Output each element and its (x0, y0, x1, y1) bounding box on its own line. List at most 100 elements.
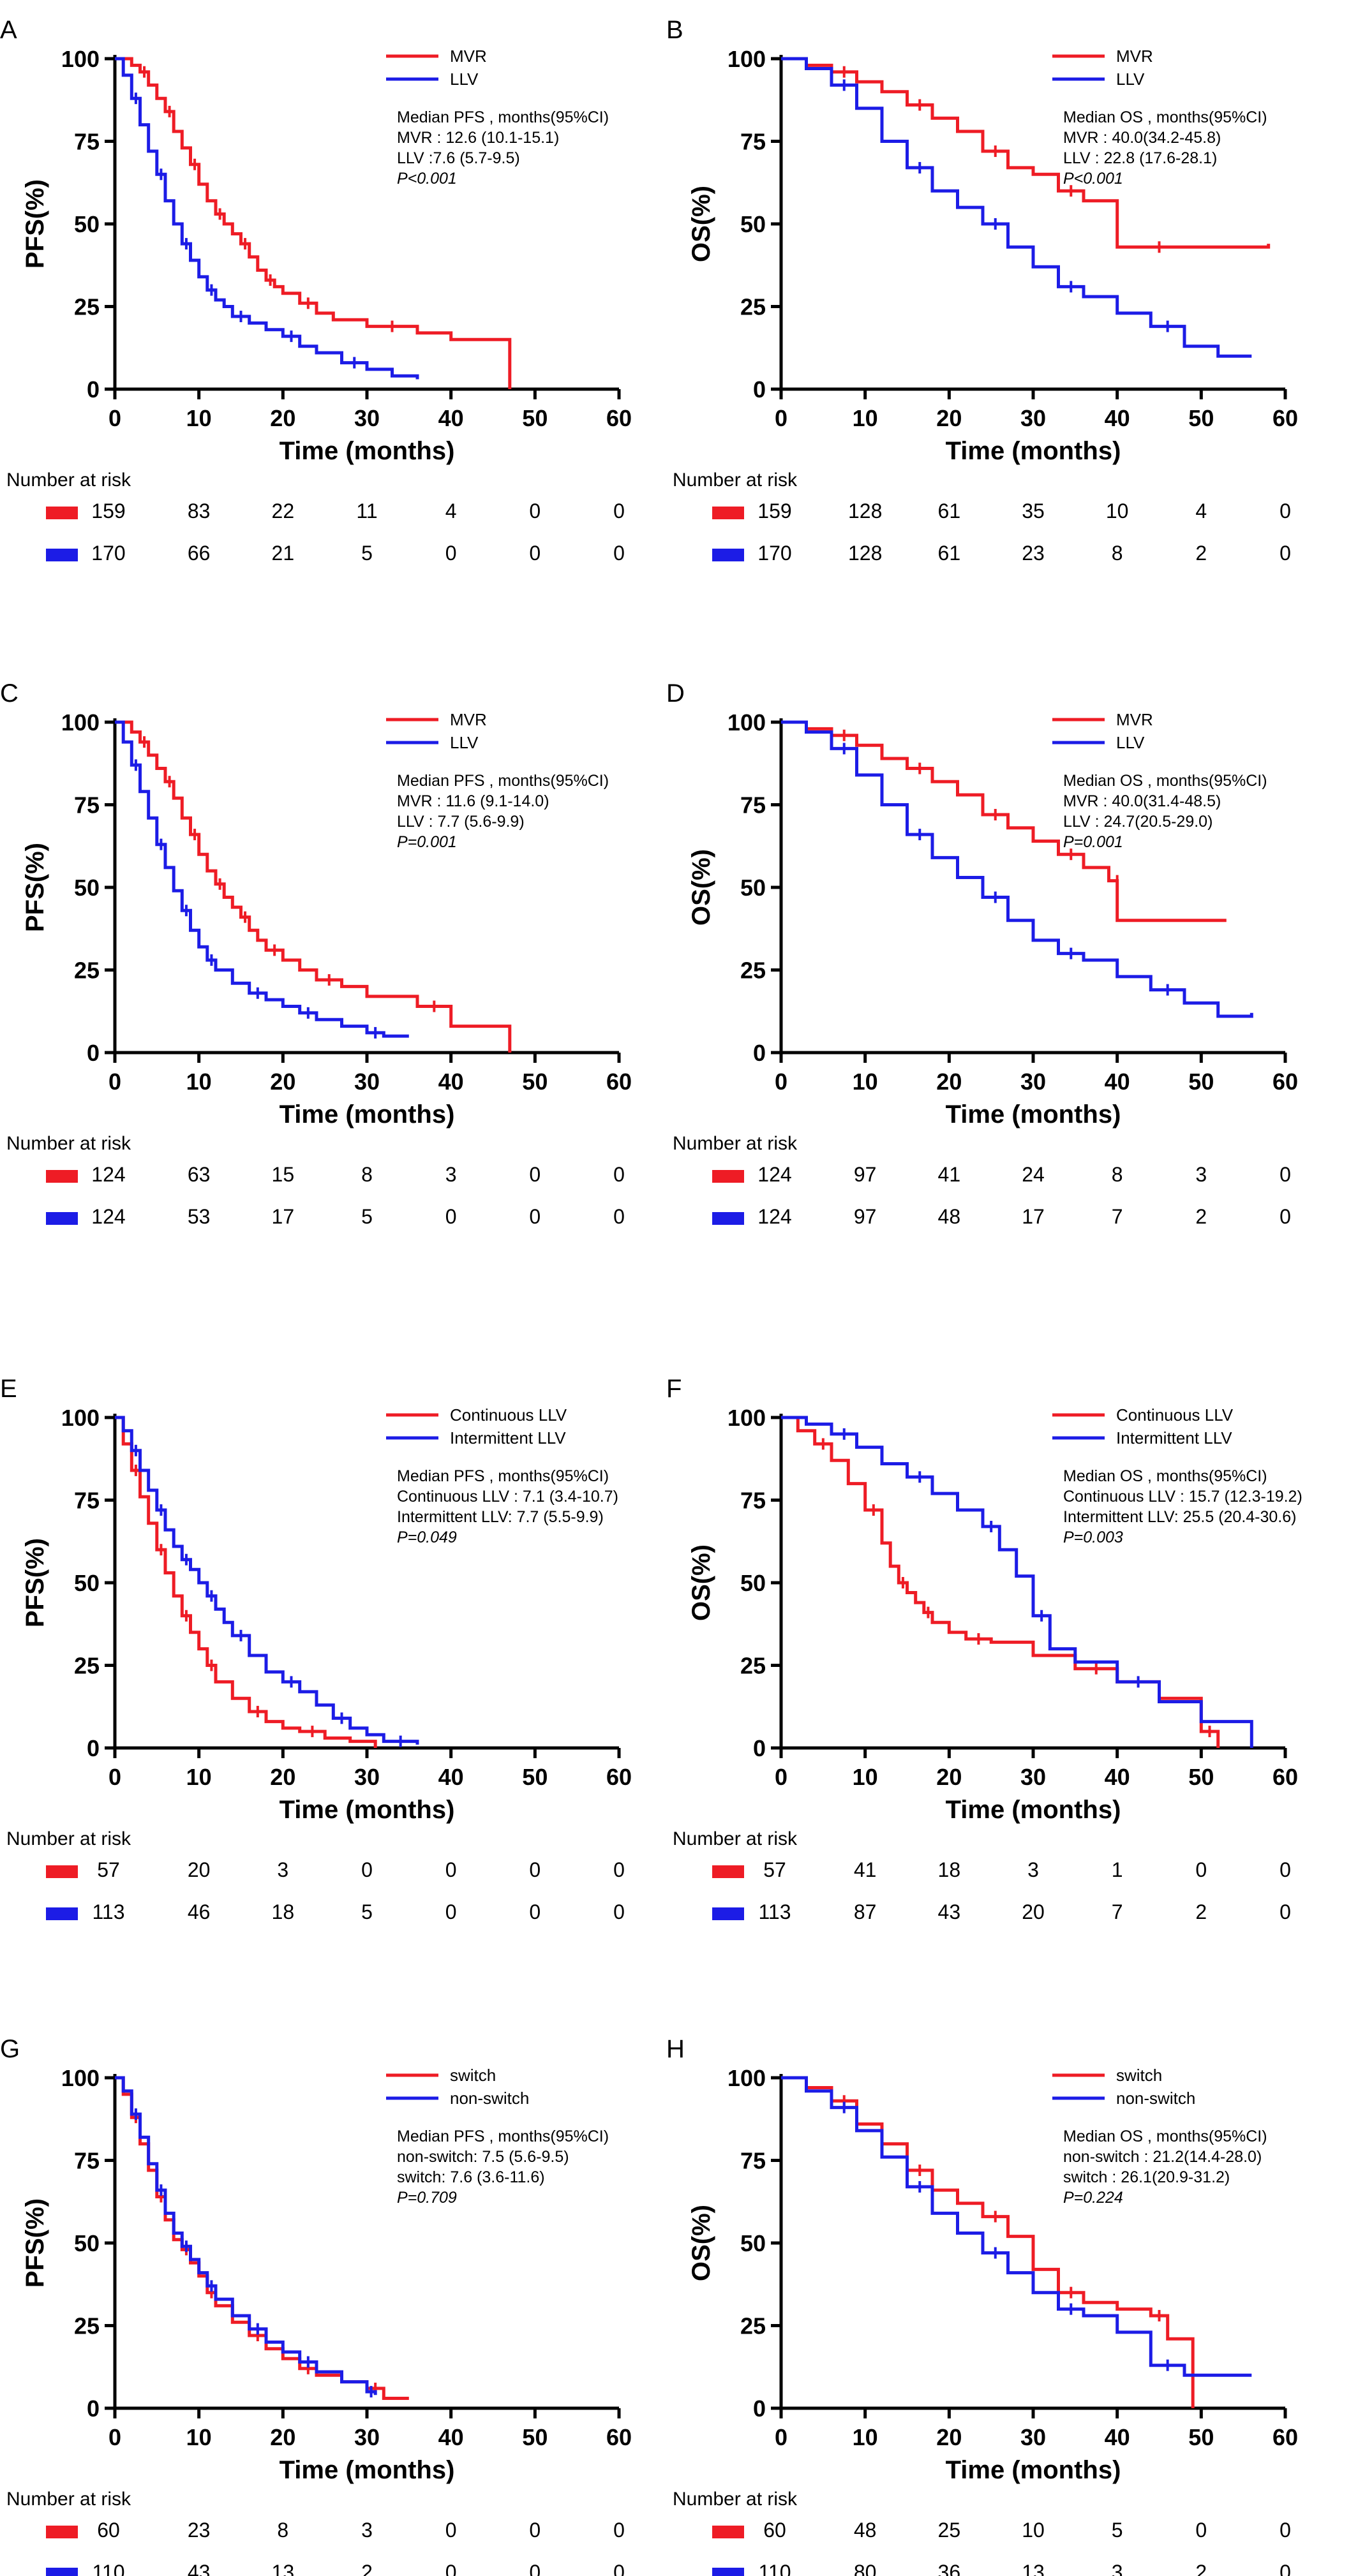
x-tick-label: 60 (1272, 1764, 1298, 1790)
stats-line: P<0.001 (1063, 170, 1123, 188)
y-axis-title: OS(%) (687, 2205, 715, 2281)
risk-value: 128 (848, 542, 882, 565)
risk-value: 87 (854, 1900, 877, 1923)
x-axis-title: Time (months) (946, 2456, 1121, 2484)
risk-value: 0 (529, 1163, 541, 1186)
y-tick-label: 25 (74, 2313, 100, 2339)
risk-value: 61 (938, 500, 961, 522)
legend-label: LLV (450, 733, 479, 752)
legend-label: Intermittent LLV (450, 1428, 566, 1447)
stats-line: Continuous LLV : 7.1 (3.4-10.7) (397, 1488, 618, 1506)
number-at-risk-label: Number at risk (6, 1828, 131, 1849)
risk-row-swatch (712, 2526, 744, 2538)
x-tick-label: 30 (1020, 405, 1046, 431)
x-tick-label: 60 (606, 2424, 632, 2450)
stats-line: MVR : 40.0(34.2-45.8) (1063, 129, 1221, 147)
stats-line: Median OS , months(95%CI) (1063, 772, 1267, 790)
panel-letter: A (0, 16, 17, 44)
stats-line: Median PFS , months(95%CI) (397, 2128, 609, 2145)
stats-line: MVR : 12.6 (10.1-15.1) (397, 129, 559, 147)
number-at-risk-label: Number at risk (673, 470, 798, 491)
y-tick-label: 0 (753, 1735, 766, 1761)
x-tick-label: 0 (108, 1069, 121, 1095)
x-tick-label: 10 (853, 1764, 878, 1790)
risk-value: 36 (938, 2561, 961, 2576)
legend-label: Continuous LLV (1116, 1405, 1234, 1425)
risk-row-swatch (46, 507, 78, 519)
risk-value: 124 (91, 1163, 125, 1186)
risk-value: 57 (97, 1858, 120, 1881)
risk-value: 0 (1280, 1205, 1291, 1228)
x-tick-label: 20 (936, 2424, 962, 2450)
risk-row-swatch (712, 2568, 744, 2576)
risk-row-swatch (46, 1907, 78, 1920)
stats-line: Intermittent LLV: 25.5 (20.4-30.6) (1063, 1508, 1296, 1526)
risk-value: 5 (361, 1900, 373, 1923)
risk-value: 0 (529, 1858, 541, 1881)
risk-value: 41 (854, 1858, 877, 1881)
x-tick-label: 30 (1020, 2424, 1046, 2450)
risk-value: 0 (1280, 1163, 1291, 1186)
stats-line: Median OS , months(95%CI) (1063, 1467, 1267, 1485)
risk-value: 0 (613, 1205, 625, 1228)
risk-value: 0 (1280, 500, 1291, 522)
risk-row-swatch (46, 1170, 78, 1183)
number-at-risk-label: Number at risk (673, 1133, 798, 1154)
y-tick-label: 75 (740, 792, 766, 818)
y-tick-label: 100 (61, 46, 100, 72)
risk-value: 20 (1022, 1900, 1045, 1923)
x-axis-title: Time (months) (280, 2456, 455, 2484)
risk-value: 48 (938, 1205, 961, 1228)
legend-label: non-switch (1116, 2089, 1195, 2108)
stats-line: Continuous LLV : 15.7 (12.3-19.2) (1063, 1488, 1302, 1506)
x-tick-label: 20 (270, 405, 295, 431)
y-tick-label: 25 (740, 1653, 766, 1679)
x-tick-label: 20 (270, 1764, 295, 1790)
risk-value: 60 (763, 2519, 786, 2542)
x-tick-label: 0 (108, 2424, 121, 2450)
y-tick-label: 25 (740, 2313, 766, 2339)
risk-value: 48 (854, 2519, 877, 2542)
stats-line: MVR : 11.6 (9.1-14.0) (397, 792, 549, 810)
risk-value: 23 (188, 2519, 211, 2542)
risk-value: 17 (272, 1205, 295, 1228)
stats-line: LLV :7.6 (5.7-9.5) (397, 149, 520, 167)
x-tick-label: 20 (270, 2424, 295, 2450)
stats-line: LLV : 22.8 (17.6-28.1) (1063, 149, 1217, 167)
risk-value: 20 (188, 1858, 211, 1881)
y-tick-label: 75 (740, 2148, 766, 2174)
km-curve-b (781, 57, 1252, 358)
risk-value: 124 (757, 1205, 791, 1228)
risk-value: 1 (1112, 1858, 1123, 1881)
risk-value: 18 (272, 1900, 295, 1923)
km-curve-b (781, 2076, 1252, 2377)
panel-letter: D (666, 679, 685, 707)
x-tick-label: 60 (1272, 2424, 1298, 2450)
risk-value: 0 (1280, 1900, 1291, 1923)
y-tick-label: 100 (728, 2065, 766, 2091)
x-tick-label: 50 (522, 1764, 548, 1790)
stats-line: P<0.001 (397, 170, 457, 188)
stats-line: switch: 7.6 (3.6-11.6) (397, 2168, 545, 2186)
km-curve-a (781, 720, 1227, 922)
y-axis-title: PFS(%) (21, 179, 49, 269)
risk-value: 3 (445, 1163, 457, 1186)
risk-row-swatch (46, 549, 78, 561)
risk-value: 24 (1022, 1163, 1045, 1186)
risk-value: 0 (445, 542, 457, 565)
risk-value: 170 (757, 542, 791, 565)
x-tick-label: 50 (522, 2424, 548, 2450)
y-tick-label: 25 (74, 1653, 100, 1679)
risk-row-swatch (46, 2526, 78, 2538)
risk-value: 110 (758, 2561, 791, 2576)
x-tick-label: 60 (606, 1069, 632, 1095)
legend-label: non-switch (450, 2089, 529, 2108)
risk-value: 0 (1280, 2519, 1291, 2542)
x-tick-label: 40 (438, 1069, 464, 1095)
risk-value: 61 (938, 542, 961, 565)
